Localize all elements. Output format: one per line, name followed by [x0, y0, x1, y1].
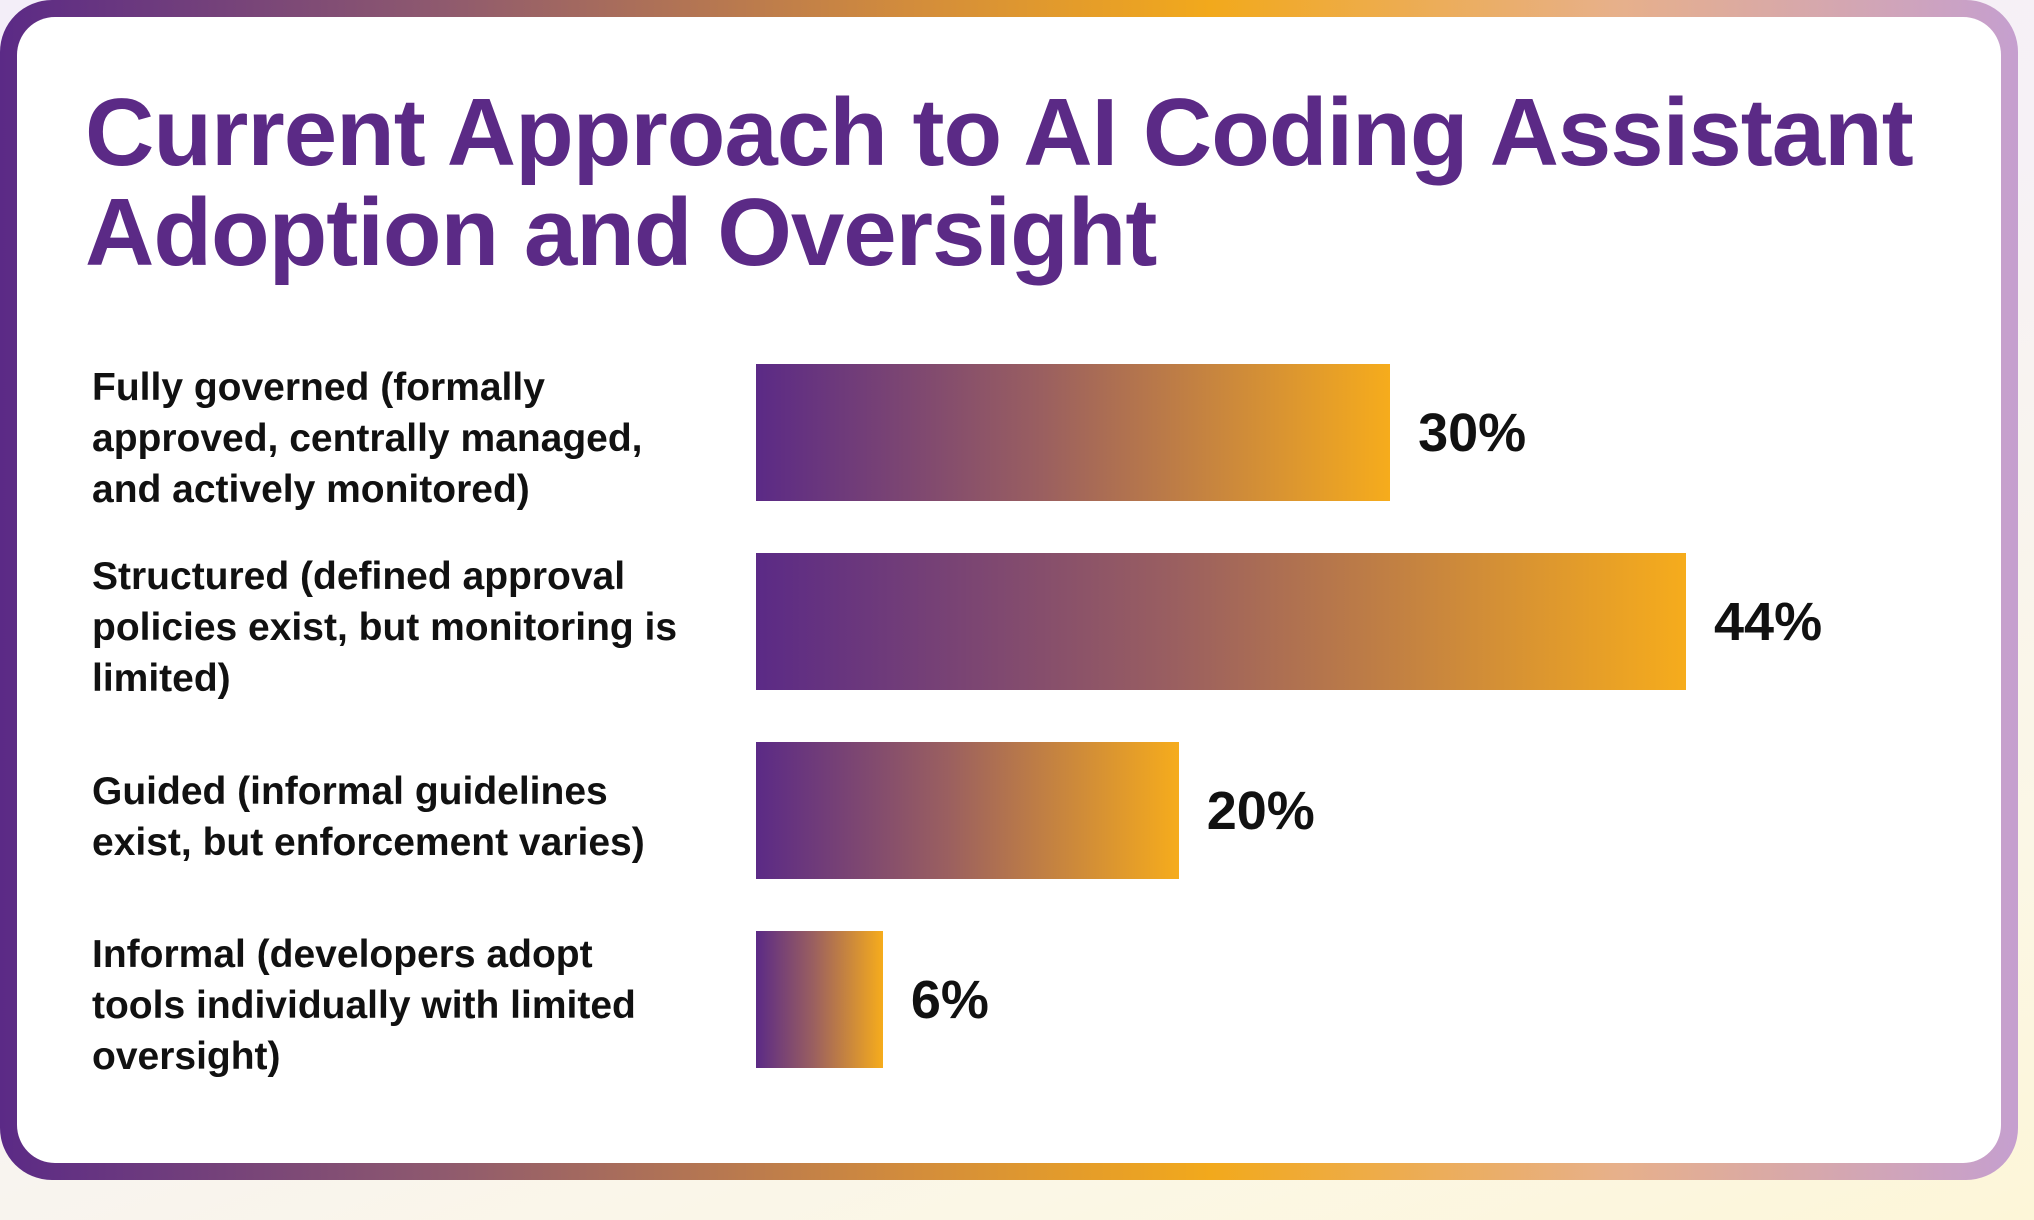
chart-card: Current Approach to AI Coding Assistant … — [17, 17, 2001, 1163]
category-label: Guided (informal guidelines exist, but e… — [92, 770, 645, 864]
bar-fully-governed — [756, 364, 1391, 501]
bar-structured — [756, 553, 1686, 690]
bar-informal — [756, 931, 883, 1068]
value-label: 20% — [1206, 781, 1315, 841]
chart-title: Current Approach to AI Coding Assistant … — [85, 79, 1914, 286]
value-label: 6% — [910, 970, 989, 1030]
value-label: 30% — [1418, 403, 1527, 463]
category-label: Informal (developers adopt tools individ… — [92, 933, 636, 1078]
category-label: Structured (defined approval policies ex… — [92, 555, 678, 700]
card-frame: Current Approach to AI Coding Assistant … — [0, 0, 2018, 1180]
bar-guided — [756, 742, 1179, 879]
value-label: 44% — [1714, 592, 1823, 652]
category-label: Fully governed (formally approved, centr… — [92, 366, 643, 511]
